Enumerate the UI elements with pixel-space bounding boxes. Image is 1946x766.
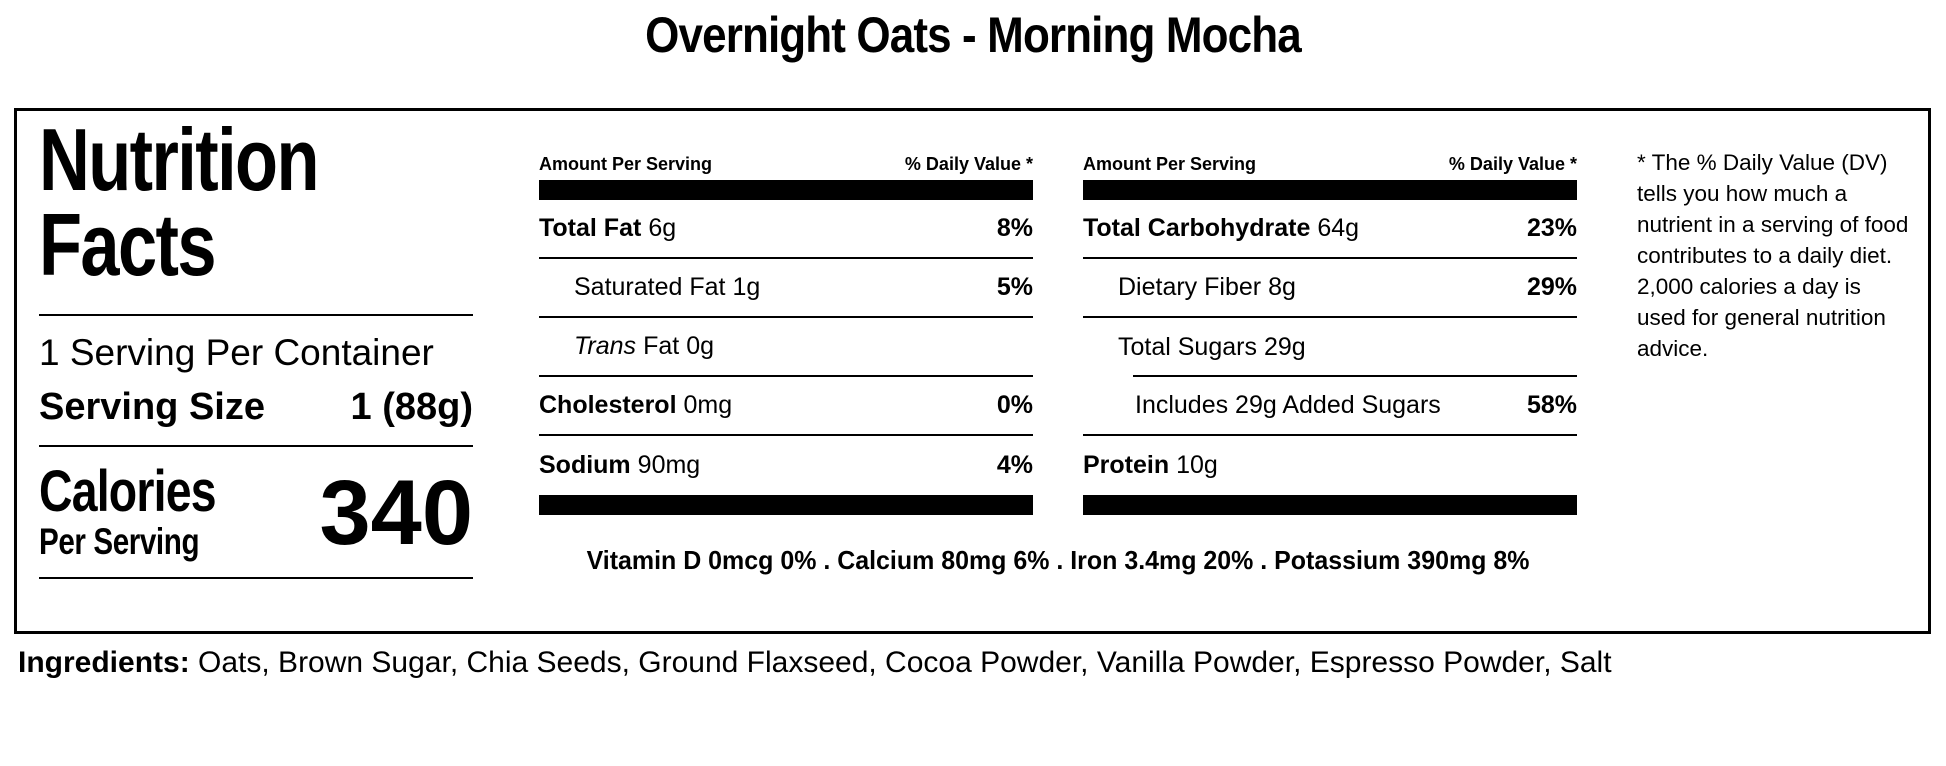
nutrient-dv: 23%: [1526, 214, 1577, 242]
nutrient-amount: 8g: [1268, 273, 1296, 301]
nutrient-amount: 64g: [1317, 214, 1360, 242]
micronutrients-line: Vitamin D 0mcg 0% . Calcium 80mg 6% . Ir…: [586, 545, 1530, 575]
ingredients-label: Ingredients:: [18, 646, 190, 679]
ingredients-list: Oats, Brown Sugar, Chia Seeds, Ground Fl…: [198, 646, 1612, 679]
amount-per-serving-header: Amount Per Serving: [539, 154, 713, 174]
nutrient-row-dietary-fiber: Dietary Fiber 8g 29%: [1083, 259, 1577, 318]
calories-row: Calories Per Serving 340: [39, 447, 473, 580]
calories-sublabel: Per Serving: [39, 520, 200, 562]
serving-size-label: Serving Size: [39, 385, 265, 428]
daily-value-header: % Daily Value *: [904, 154, 1033, 174]
nutrient-row-total-carbohydrate: Total Carbohydrate 64g 23%: [1083, 200, 1577, 259]
nutrient-dv: 58%: [1526, 391, 1577, 419]
calories-labels: Calories Per Serving: [39, 458, 260, 564]
page-title: Overnight Oats - Morning Mocha: [645, 7, 1302, 63]
serving-size-row: Serving Size 1 (88g): [39, 386, 473, 447]
nutrient-amount: 29g: [1263, 333, 1306, 361]
nutrient-name: Total Carbohydrate: [1083, 214, 1311, 242]
heading-line-1: Nutrition: [39, 110, 319, 209]
nutrient-column-carbs: Amount Per Serving % Daily Value * Total…: [1083, 153, 1577, 515]
daily-value-footnote: * The % Daily Value (DV) tells you how m…: [1637, 150, 1909, 361]
calories-label: Calories: [39, 458, 217, 524]
nutrient-name-italic: Trans: [574, 332, 637, 360]
amount-per-serving-header: Amount Per Serving: [1083, 154, 1257, 174]
nutrient-dv: 8%: [996, 214, 1033, 242]
nutrient-column-fats: Amount Per Serving % Daily Value * Total…: [539, 153, 1033, 515]
heading-line-2: Facts: [39, 195, 217, 295]
thick-bar: [539, 495, 1033, 515]
nutrient-dv: 0%: [996, 391, 1033, 419]
label-summary-column: Nutrition Facts 1 Serving Per Container …: [39, 110, 473, 580]
thick-bar: [1083, 495, 1577, 515]
nutrient-name: Protein: [1083, 451, 1170, 479]
daily-value-header: % Daily Value *: [1448, 154, 1577, 174]
divider: [39, 313, 473, 316]
nutrient-row-added-sugars: Includes 29g Added Sugars 58%: [1083, 377, 1577, 436]
nutrient-amount: 6g: [648, 214, 677, 242]
nutrient-amount: 1g: [732, 273, 761, 301]
nutrient-row-total-sugars: Total Sugars 29g: [1083, 318, 1577, 377]
serving-size-value: 1 (88g): [350, 385, 473, 428]
servings-per-container: 1 Serving Per Container: [39, 331, 434, 373]
thick-bar: [1083, 180, 1577, 200]
calories-value: 340: [319, 461, 474, 564]
nutrient-amount: 0mg: [683, 391, 733, 419]
column-header: Amount Per Serving % Daily Value *: [1083, 153, 1577, 176]
nutrient-row-protein: Protein 10g: [1083, 436, 1577, 495]
nutrient-row-total-fat: Total Fat 6g 8%: [539, 200, 1033, 259]
nutrient-row-trans-fat: Trans Fat 0g: [539, 318, 1033, 377]
nutrient-dv: 29%: [1526, 273, 1577, 301]
nutrient-name: Includes 29g Added Sugars: [1135, 391, 1441, 419]
nutrient-amount: 0g: [686, 332, 714, 360]
nutrient-columns: Amount Per Serving % Daily Value * Total…: [539, 111, 1577, 576]
nutrient-dv: 4%: [996, 451, 1033, 479]
nutrient-name: Total Fat: [539, 214, 642, 242]
nutrient-amount: 90mg: [637, 451, 701, 479]
nutrient-name: Sodium: [539, 451, 631, 479]
nutrient-row-saturated-fat: Saturated Fat 1g 5%: [539, 259, 1033, 318]
nutrient-name: Dietary Fiber: [1118, 273, 1262, 301]
nutrient-name: Fat: [643, 332, 680, 360]
column-header: Amount Per Serving % Daily Value *: [539, 153, 1033, 176]
nutrient-name: Cholesterol: [539, 391, 677, 419]
ingredients-line: Ingredients: Oats, Brown Sugar, Chia See…: [18, 646, 1946, 680]
nutrition-facts-heading: Nutrition Facts: [39, 110, 386, 295]
thick-bar: [539, 180, 1033, 200]
nutrient-name: Saturated Fat: [574, 273, 726, 301]
nutrient-dv: 5%: [996, 273, 1033, 301]
nutrient-name: Total Sugars: [1118, 333, 1257, 361]
nutrient-row-cholesterol: Cholesterol 0mg 0%: [539, 377, 1033, 436]
nutrient-amount: 10g: [1176, 451, 1218, 479]
nutrition-facts-panel: Nutrition Facts 1 Serving Per Container …: [14, 108, 1931, 634]
nutrient-row-sodium: Sodium 90mg 4%: [539, 436, 1033, 495]
